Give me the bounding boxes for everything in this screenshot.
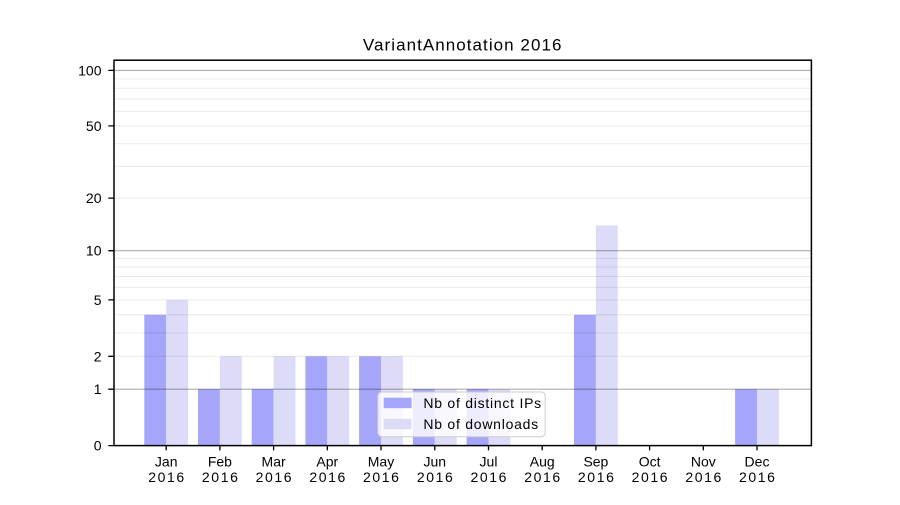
svg-text:1: 1 — [94, 381, 102, 397]
svg-text:Jan: Jan — [155, 454, 178, 470]
svg-text:10: 10 — [86, 243, 102, 259]
svg-text:2016: 2016 — [632, 469, 670, 485]
svg-text:2016: 2016 — [524, 469, 562, 485]
svg-text:2016: 2016 — [202, 469, 240, 485]
svg-text:Jun: Jun — [424, 454, 447, 470]
svg-text:2016: 2016 — [578, 469, 616, 485]
svg-text:Apr: Apr — [316, 454, 338, 470]
svg-text:May: May — [368, 454, 394, 470]
svg-text:Oct: Oct — [639, 454, 661, 470]
svg-text:Sep: Sep — [583, 454, 608, 470]
svg-text:Aug: Aug — [530, 454, 555, 470]
svg-text:2016: 2016 — [685, 469, 723, 485]
svg-text:2016: 2016 — [363, 469, 401, 485]
svg-text:0: 0 — [94, 438, 102, 454]
svg-text:20: 20 — [86, 190, 102, 206]
svg-text:5: 5 — [94, 292, 102, 308]
svg-text:Nb of distinct IPs: Nb of distinct IPs — [423, 395, 542, 411]
svg-text:50: 50 — [86, 118, 102, 134]
svg-text:Dec: Dec — [745, 454, 770, 470]
svg-text:100: 100 — [78, 62, 102, 78]
svg-text:Feb: Feb — [208, 454, 232, 470]
svg-text:2016: 2016 — [417, 469, 455, 485]
svg-text:2016: 2016 — [256, 469, 294, 485]
svg-text:2016: 2016 — [739, 469, 777, 485]
svg-text:Jul: Jul — [480, 454, 498, 470]
svg-text:2: 2 — [94, 348, 102, 364]
svg-text:Nov: Nov — [691, 454, 716, 470]
svg-text:Nb of downloads: Nb of downloads — [423, 416, 539, 432]
svg-text:Mar: Mar — [262, 454, 286, 470]
svg-text:2016: 2016 — [309, 469, 347, 485]
svg-text:2016: 2016 — [471, 469, 509, 485]
svg-text:2016: 2016 — [148, 469, 186, 485]
svg-text:VariantAnnotation 2016: VariantAnnotation 2016 — [363, 36, 563, 55]
